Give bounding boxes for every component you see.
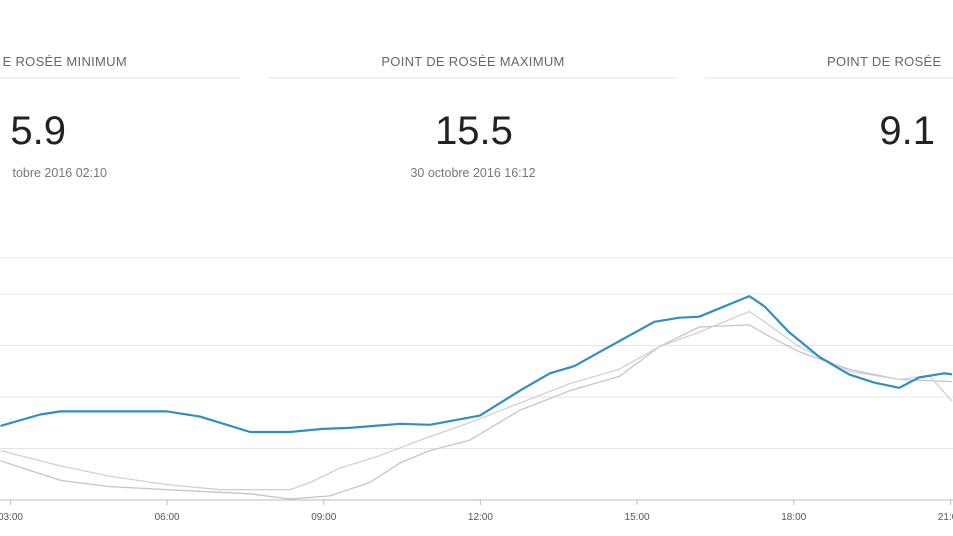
- panel-date: 30 octobre 2016 16:12: [410, 166, 535, 180]
- x-tick-label: 21:00: [938, 512, 953, 523]
- x-tick-label: 15:00: [625, 512, 650, 523]
- x-tick-label: 18:00: [781, 512, 806, 523]
- chart: 03:00 06:00 09:00 12:00 15:00 18:00 21:00: [0, 257, 953, 523]
- panel-value: 9.1: [879, 109, 935, 153]
- x-tick-label: 09:00: [311, 512, 336, 523]
- x-tick-label: 06:00: [155, 512, 180, 523]
- panel-value: 5.9: [10, 109, 66, 153]
- series-line: [0, 310, 953, 491]
- series-line: [0, 295, 953, 434]
- panel-value: 15.5: [435, 109, 513, 153]
- panel-date: tobre 2016 02:10: [12, 166, 107, 180]
- panel-label: POINT DE ROSÉE MAXIMUM: [381, 54, 564, 69]
- panel-label: POINT DE ROSÉE: [827, 54, 942, 69]
- series-line: [0, 324, 953, 500]
- x-tick-label: 12:00: [468, 512, 493, 523]
- panel-label: E ROSÉE MINIMUM: [3, 54, 127, 69]
- x-tick-label: 03:00: [0, 512, 23, 523]
